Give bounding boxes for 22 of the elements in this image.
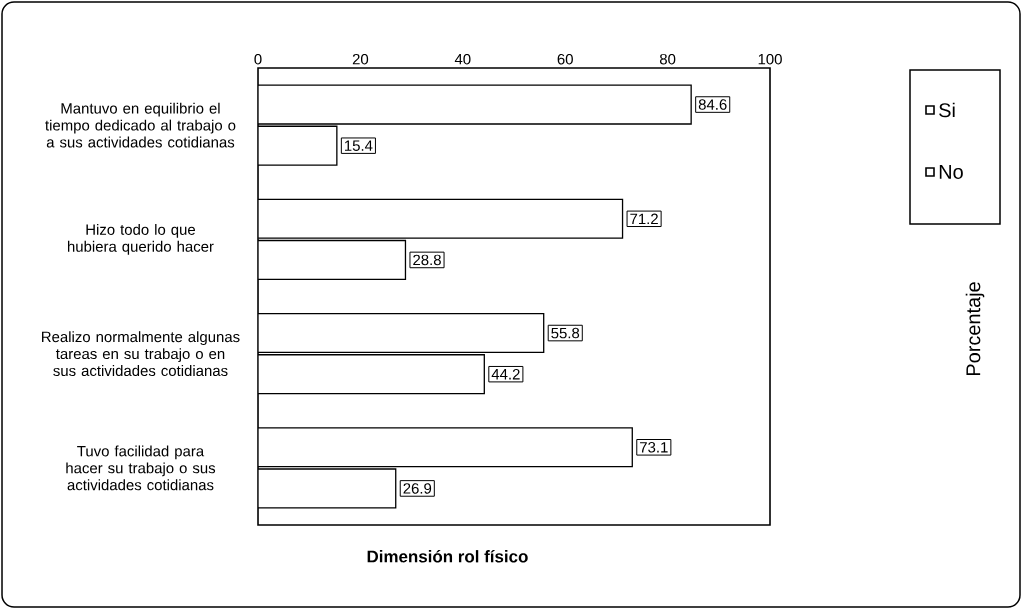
text: No: [939, 165, 963, 179]
x-tick-label: 40: [454, 53, 471, 65]
x-tick-label: 100: [758, 53, 782, 65]
text: Si: [939, 102, 955, 118]
data-label: 26.9: [403, 483, 432, 494]
text: Porcentaje: [965, 282, 985, 375]
data-label: 15.4: [345, 140, 373, 151]
text: Dimensión rol físico: [367, 549, 528, 563]
data-label: 73.1: [640, 442, 668, 453]
x-tick-label: 0: [254, 53, 262, 65]
data-label: 44.2: [491, 368, 520, 380]
y-tick-label: Hizo todo lo que hubiera querido hacer: [67, 223, 214, 255]
y-tick-label: Realizo normalmente algunas tareas en su trabajo o en sus actividades cotidianas: [42, 331, 240, 377]
data-label: 84.6: [698, 99, 727, 110]
x-tick-label: 80: [659, 53, 676, 65]
data-label: 71.2: [630, 213, 658, 225]
data-label: 55.8: [551, 327, 580, 339]
x-tick-label: 60: [557, 53, 573, 65]
data-label: 28.8: [413, 254, 441, 266]
y-tick-label: Mantuvo en equilibrio el tiempo dedicado al trabajo o a sus actividades cotidianas: [45, 102, 236, 148]
x-tick-label: 20: [352, 53, 369, 65]
y-tick-label: Tuvo facilidad para hacer su trabajo o sus actividades cotidianas: [66, 445, 216, 491]
